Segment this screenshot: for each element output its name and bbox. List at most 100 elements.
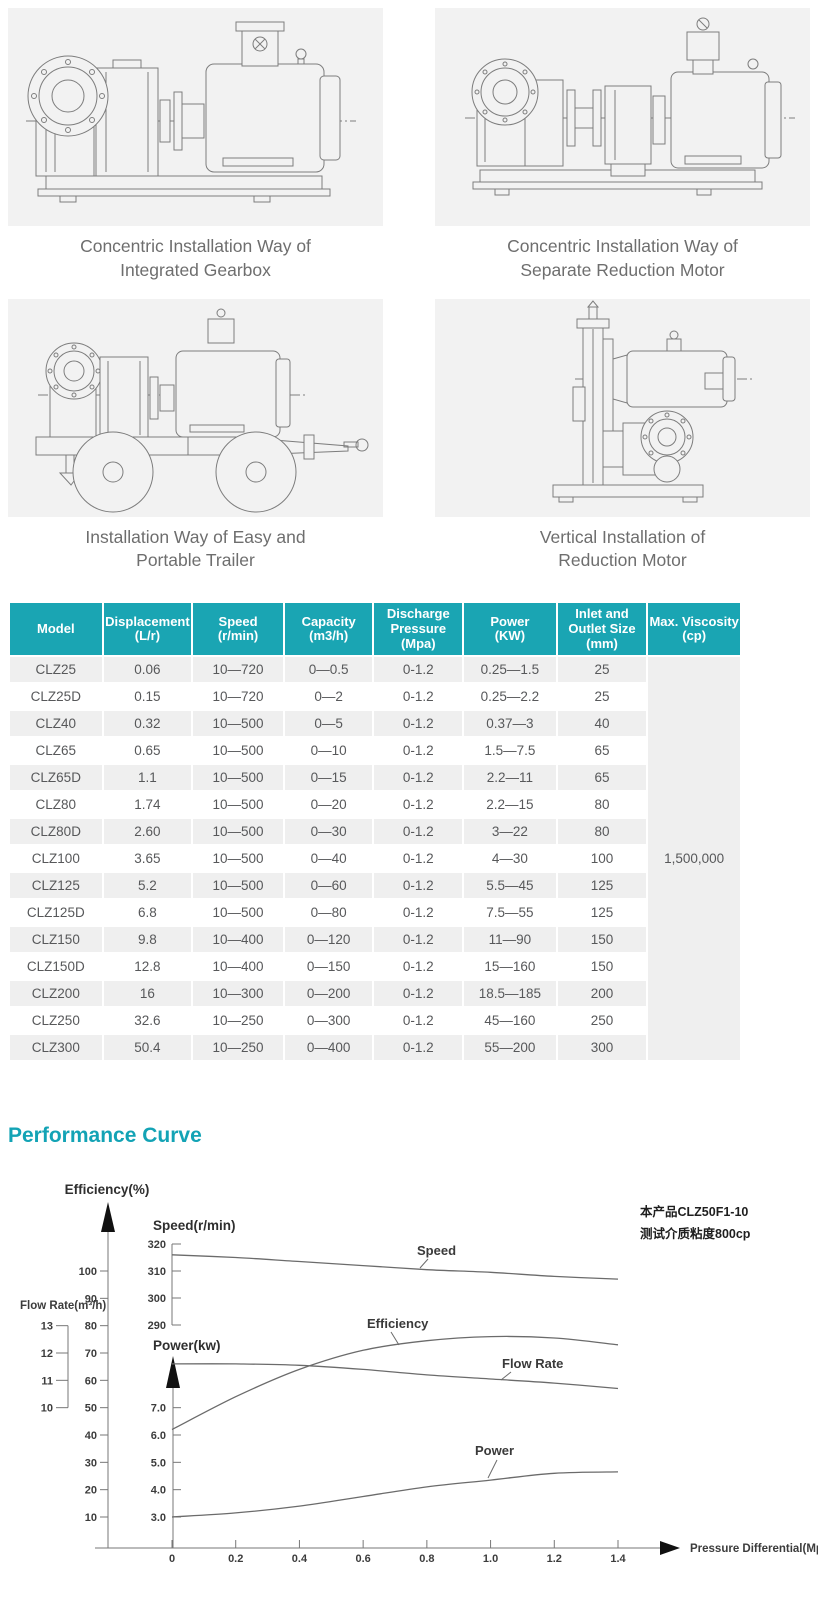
cell-discharge-pressure: 0-1.2 — [372, 763, 465, 793]
power-axis-label: Power(kw) — [153, 1338, 221, 1353]
cell-capacity: 0—400 — [282, 1033, 375, 1063]
table-row: CLZ40 0.32 10—500 0—5 0-1.2 0.37—3 40 — [8, 709, 741, 739]
cell-power: 1.5—7.5 — [462, 736, 558, 766]
installation-caption: Concentric Installation Way of Integrate… — [8, 226, 383, 283]
svg-text:10: 10 — [41, 1403, 53, 1415]
cell-model: CLZ65 — [8, 736, 104, 766]
column-header: Capacity (m3/h) — [282, 601, 375, 658]
cell-discharge-pressure: 0-1.2 — [372, 952, 465, 982]
table-row: CLZ80D 2.60 10—500 0—30 0-1.2 3—22 80 — [8, 817, 741, 847]
svg-text:40: 40 — [85, 1430, 97, 1442]
svg-text:320: 320 — [148, 1239, 166, 1251]
svg-text:20: 20 — [85, 1485, 97, 1497]
cell-discharge-pressure: 0-1.2 — [372, 817, 465, 847]
cell-capacity: 0—200 — [282, 979, 375, 1009]
svg-text:0.6: 0.6 — [355, 1553, 370, 1565]
cell-capacity: 0—30 — [282, 817, 375, 847]
cell-displacement: 5.2 — [101, 871, 194, 901]
chart-annotation-product: 本产品CLZ50F1-10 — [640, 1204, 748, 1219]
cell-speed: 10—720 — [191, 655, 285, 685]
cell-speed: 10—250 — [191, 1006, 285, 1036]
cell-inlet-outlet-size: 300 — [555, 1033, 649, 1063]
cell-capacity: 0—120 — [282, 925, 375, 955]
svg-text:100: 100 — [79, 1266, 97, 1278]
svg-text:3.0: 3.0 — [151, 1512, 166, 1524]
cell-power: 0.37—3 — [462, 709, 558, 739]
cell-inlet-outlet-size: 150 — [555, 952, 649, 982]
column-header: Max. Viscosity (cp) — [646, 601, 742, 658]
cell-speed: 10—400 — [191, 952, 285, 982]
cell-inlet-outlet-size: 65 — [555, 736, 649, 766]
table-row: CLZ200 16 10—300 0—200 0-1.2 18.5—185 200 — [8, 979, 741, 1009]
cell-speed: 10—500 — [191, 736, 285, 766]
svg-text:50: 50 — [85, 1403, 97, 1415]
cell-capacity: 0—80 — [282, 898, 375, 928]
table-row: CLZ65D 1.1 10—500 0—15 0-1.2 2.2—11 65 — [8, 763, 741, 793]
cell-capacity: 0—5 — [282, 709, 375, 739]
svg-text:290: 290 — [148, 1320, 166, 1332]
installation-caption: Installation Way of Easy and Portable Tr… — [8, 517, 383, 574]
svg-text:60: 60 — [85, 1376, 97, 1388]
drawing-box — [8, 298, 383, 517]
table-row: CLZ150D 12.8 10—400 0—150 0-1.2 15—160 150 — [8, 952, 741, 982]
svg-text:0.2: 0.2 — [228, 1553, 243, 1565]
caption-line: Portable Trailer — [136, 550, 255, 571]
cell-capacity: 0—300 — [282, 1006, 375, 1036]
cell-discharge-pressure: 0-1.2 — [372, 898, 465, 928]
flow-rate-curve — [171, 1363, 619, 1390]
cell-power: 0.25—1.5 — [462, 655, 558, 685]
installation-card-portable-trailer: Installation Way of Easy and Portable Tr… — [8, 298, 383, 574]
svg-text:0.4: 0.4 — [292, 1553, 308, 1565]
cell-inlet-outlet-size: 100 — [555, 844, 649, 874]
cell-displacement: 1.1 — [101, 763, 194, 793]
cell-model: CLZ125 — [8, 871, 104, 901]
column-header: Speed (r/min) — [191, 601, 285, 658]
cell-capacity: 0—20 — [282, 790, 375, 820]
table-row: CLZ80 1.74 10—500 0—20 0-1.2 2.2—15 80 — [8, 790, 741, 820]
cell-speed: 10—500 — [191, 844, 285, 874]
installation-card-integrated-gearbox: Concentric Installation Way of Integrate… — [8, 8, 383, 283]
cell-discharge-pressure: 0-1.2 — [372, 844, 465, 874]
cell-inlet-outlet-size: 200 — [555, 979, 649, 1009]
svg-text:5.0: 5.0 — [151, 1458, 166, 1470]
cell-speed: 10—250 — [191, 1033, 285, 1063]
speed-curve-label: Speed — [417, 1243, 456, 1258]
cell-displacement: 9.8 — [101, 925, 194, 955]
cell-displacement: 0.32 — [101, 709, 194, 739]
power-curve — [171, 1471, 619, 1518]
flow-rate-curve-label: Flow Rate — [502, 1356, 563, 1371]
table-row: CLZ250 32.6 10—250 0—300 0-1.2 45—160 250 — [8, 1006, 741, 1036]
svg-text:0.8: 0.8 — [419, 1553, 434, 1565]
spec-table: Model Displacement (L/r) Speed (r/min) Capaci… — [8, 601, 742, 1063]
portable-trailer-pump-drawing — [35, 308, 369, 513]
cell-capacity: 0—150 — [282, 952, 375, 982]
cell-discharge-pressure: 0-1.2 — [372, 790, 465, 820]
svg-text:10: 10 — [85, 1512, 97, 1524]
svg-text:6.0: 6.0 — [151, 1430, 166, 1442]
cell-speed: 10—500 — [191, 898, 285, 928]
cell-discharge-pressure: 0-1.2 — [372, 1006, 465, 1036]
cell-power: 11—90 — [462, 925, 558, 955]
installation-card-vertical: Vertical Installation of Reduction Motor — [435, 298, 810, 574]
cell-speed: 10—500 — [191, 871, 285, 901]
cell-speed: 10—500 — [191, 709, 285, 739]
svg-text:90: 90 — [85, 1294, 97, 1306]
cell-model: CLZ150D — [8, 952, 104, 982]
svg-text:12: 12 — [41, 1348, 53, 1360]
table-row: CLZ300 50.4 10—250 0—400 0-1.2 55—200 300 — [8, 1033, 741, 1063]
table-row: CLZ125 5.2 10—500 0—60 0-1.2 5.5—45 125 — [8, 871, 741, 901]
cell-inlet-outlet-size: 80 — [555, 790, 649, 820]
cell-displacement: 1.74 — [101, 790, 194, 820]
cell-capacity: 0—15 — [282, 763, 375, 793]
cell-discharge-pressure: 0-1.2 — [372, 1033, 465, 1063]
cell-inlet-outlet-size: 250 — [555, 1006, 649, 1036]
cell-displacement: 0.65 — [101, 736, 194, 766]
cell-speed: 10—500 — [191, 790, 285, 820]
cell-speed: 10—400 — [191, 925, 285, 955]
cell-model: CLZ250 — [8, 1006, 104, 1036]
cell-inlet-outlet-size: 25 — [555, 655, 649, 685]
cell-speed: 10—500 — [191, 763, 285, 793]
cell-displacement: 3.65 — [101, 844, 194, 874]
installation-caption: Vertical Installation of Reduction Motor — [435, 517, 810, 574]
efficiency-axis-label: Efficiency(%) — [65, 1182, 150, 1197]
